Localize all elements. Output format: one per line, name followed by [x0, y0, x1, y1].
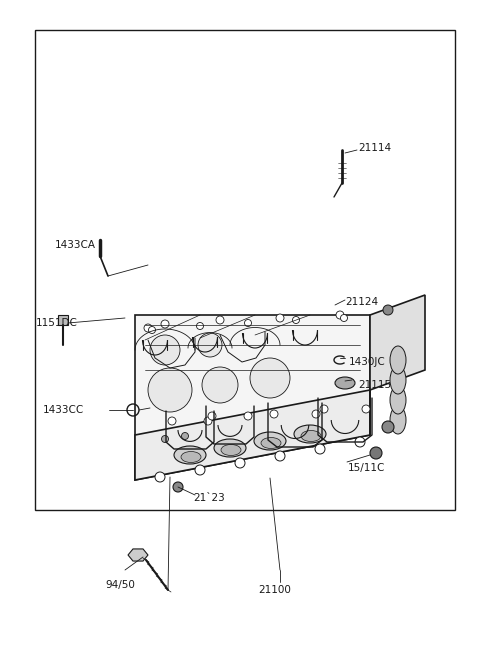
Ellipse shape [390, 386, 406, 414]
Polygon shape [370, 295, 425, 435]
Circle shape [148, 368, 192, 412]
Bar [58, 315, 68, 325]
Text: 1433CC: 1433CC [43, 405, 84, 415]
Circle shape [244, 319, 252, 327]
Ellipse shape [390, 366, 406, 394]
Circle shape [148, 327, 156, 334]
Circle shape [198, 333, 222, 357]
Text: 21115: 21115 [358, 380, 391, 390]
Circle shape [312, 410, 320, 418]
Text: 21124: 21124 [345, 297, 378, 307]
Ellipse shape [221, 445, 241, 455]
Ellipse shape [181, 451, 201, 463]
Circle shape [144, 324, 152, 332]
Circle shape [320, 405, 328, 413]
Ellipse shape [301, 430, 321, 442]
Circle shape [161, 320, 169, 328]
Circle shape [216, 316, 224, 324]
Circle shape [276, 314, 284, 322]
Circle shape [370, 447, 382, 459]
Circle shape [275, 451, 285, 461]
Circle shape [270, 410, 278, 418]
Text: 15/11C: 15/11C [348, 463, 385, 473]
Circle shape [340, 315, 348, 321]
Ellipse shape [294, 425, 326, 443]
Ellipse shape [261, 438, 281, 449]
Circle shape [150, 335, 180, 365]
Circle shape [382, 421, 394, 433]
Text: 21`23: 21`23 [193, 493, 225, 503]
Ellipse shape [174, 446, 206, 464]
Circle shape [181, 432, 189, 440]
Text: 1433CA: 1433CA [55, 240, 96, 250]
Circle shape [168, 417, 176, 425]
Circle shape [355, 437, 365, 447]
Text: 1151DC: 1151DC [36, 318, 78, 328]
Circle shape [161, 436, 168, 443]
Text: 21100: 21100 [258, 585, 291, 595]
Circle shape [315, 444, 325, 454]
Circle shape [196, 323, 204, 330]
Polygon shape [135, 315, 370, 480]
Ellipse shape [335, 377, 355, 389]
Circle shape [155, 472, 165, 482]
Ellipse shape [390, 406, 406, 434]
Circle shape [173, 482, 183, 492]
Circle shape [383, 305, 393, 315]
Circle shape [208, 412, 216, 420]
Circle shape [244, 412, 252, 420]
Circle shape [336, 311, 344, 319]
Polygon shape [135, 390, 370, 480]
Text: 1430JC: 1430JC [349, 357, 386, 367]
Ellipse shape [390, 346, 406, 374]
Bar [35, 30, 455, 510]
Ellipse shape [254, 432, 286, 450]
Circle shape [195, 465, 205, 475]
Circle shape [362, 405, 370, 413]
Ellipse shape [214, 439, 246, 457]
Circle shape [235, 458, 245, 468]
Circle shape [202, 367, 238, 403]
Circle shape [204, 417, 212, 425]
Polygon shape [128, 549, 148, 561]
Circle shape [250, 358, 290, 398]
Text: 94/50: 94/50 [105, 580, 135, 590]
Text: 21114: 21114 [358, 143, 391, 153]
Circle shape [292, 317, 300, 323]
